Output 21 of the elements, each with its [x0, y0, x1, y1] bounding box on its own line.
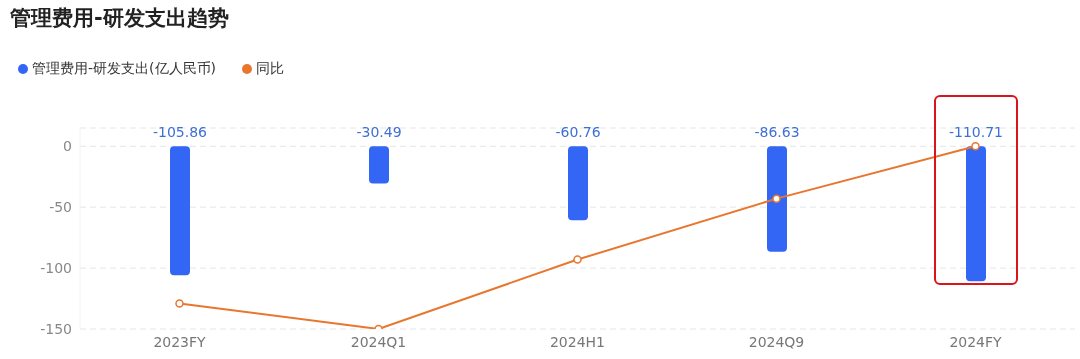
data-label: -105.86: [152, 124, 208, 141]
data-label: -60.76: [555, 124, 601, 141]
point: [772, 194, 781, 203]
y-tick-label: -100: [40, 260, 72, 277]
data-label: -86.63: [754, 124, 800, 141]
data-label: -30.49: [356, 124, 402, 141]
x-tick-label: 2024FY: [949, 333, 1003, 350]
x-tick-label: 2023FY: [153, 333, 207, 350]
x-tick-label: 2024Q1: [350, 333, 407, 350]
y-tick-label: -50: [49, 199, 72, 216]
point: [175, 299, 184, 308]
y-tick-label: -150: [40, 320, 72, 337]
y-tick-label: 0: [63, 138, 72, 155]
data-label: -110.71: [948, 124, 1004, 141]
point: [573, 255, 582, 264]
legend-label: 管理费用-研发支出(亿人民币): [32, 60, 216, 76]
legend-label: 同比: [255, 60, 284, 76]
chart-title: 管理费用-研发支出趋势: [10, 5, 229, 32]
x-tick-label: 2024Q9: [748, 333, 805, 350]
x-tick-label: 2024H1: [549, 333, 606, 350]
point: [971, 142, 980, 151]
